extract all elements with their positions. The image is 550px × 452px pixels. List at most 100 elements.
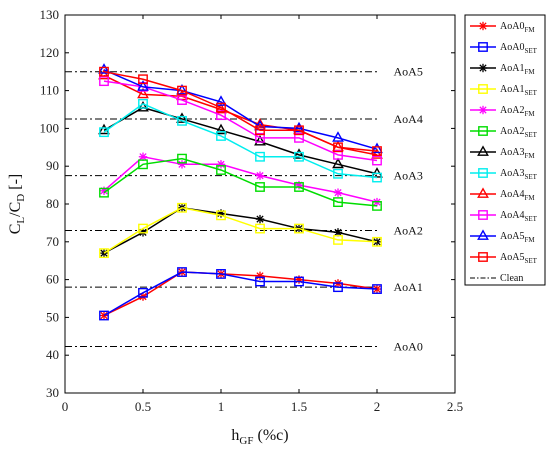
data-point [333,197,343,208]
y-tick-label: 70 [46,234,59,249]
x-tick-label: 0 [62,399,69,414]
legend-swatch-marker [477,145,489,156]
data-point [294,276,304,287]
data-point [294,132,304,143]
legend-entry: AoA4FM [470,187,535,202]
marker-stroke [139,153,147,161]
legend-swatch-marker [478,42,488,52]
data-point [177,85,187,96]
data-point [99,310,109,321]
y-axis-title: CL/CD [-] [7,174,27,234]
series-aoa5-set [99,66,382,156]
data-point [216,269,226,279]
data-point [176,112,188,123]
data-point [372,172,382,183]
marker-stroke [479,64,487,72]
data-point [255,171,265,180]
data-point [138,152,148,161]
legend-label: AoA3FM [500,147,535,160]
y-tick-label: 80 [46,196,59,211]
data-point [255,132,265,143]
data-point [255,271,265,281]
clean-line-label: AoA4 [394,112,423,126]
legend-entry: AoA1FM [470,63,535,76]
marker-stroke [479,22,487,30]
data-point [177,160,187,169]
marker-stroke [334,189,342,197]
data-point [333,228,343,237]
legend-swatch-marker [478,210,488,220]
y-tick-label: 120 [40,45,60,60]
data-point [372,200,382,211]
data-point [138,98,148,109]
clean-line-label: AoA1 [394,280,423,294]
legend-label: AoA4SET [500,210,538,223]
data-point [333,235,343,245]
data-point [255,182,265,192]
y-tick-label: 50 [46,309,59,324]
data-point [333,188,343,197]
data-point [254,117,266,129]
data-point [293,148,305,159]
data-point [177,153,187,164]
y-tick-label: 30 [46,385,59,400]
data-point [372,236,382,247]
series-line [103,206,378,254]
data-point [138,287,148,298]
data-point [177,202,187,213]
legend-label: AoA2SET [500,126,538,139]
data-point [99,66,109,77]
legend-swatch-marker [478,252,488,262]
data-point [371,142,383,154]
x-tick-label: 2.5 [447,399,463,414]
data-point [294,223,304,234]
data-point [138,74,148,85]
y-tick-label: 100 [40,120,60,135]
data-point [177,95,187,105]
data-point [254,134,266,146]
x-tick-label: 1 [218,399,225,414]
series-line [103,69,378,150]
legend-box [464,14,546,286]
series-aoa1-set [99,202,382,259]
legend-label: AoA4FM [500,189,535,202]
data-point [372,284,382,294]
legend-items: AoA0FM AoA0SET AoA1FM AoA1SET AoA2FM AoA2SET A… [470,21,538,284]
data-point [294,125,304,136]
data-point [99,187,109,198]
series-aoa3-set [99,98,382,183]
legend-label: AoA2FM [500,105,535,118]
data-point [216,110,226,121]
legend-label: AoA0FM [500,21,535,34]
series-line [103,271,378,317]
series-line [103,157,378,207]
legend-entry: AoA0FM [470,21,535,34]
series-line [103,102,378,179]
marker-stroke [256,172,264,180]
data-point [332,131,344,142]
clean-reference-lines: AoA0 AoA1 AoA2 AoA3 AoA4 AoA5 [65,65,423,354]
marker-stroke [334,228,342,236]
legend-swatch-marker [477,187,489,198]
data-point [216,210,226,221]
data-point [177,267,187,277]
data-point [216,102,226,113]
data-point [138,159,148,170]
clean-line-label: AoA0 [394,340,423,354]
data-point [371,148,383,159]
data-point [137,80,149,91]
data-point [177,115,187,126]
data-point [216,131,226,141]
y-tick-label: 90 [46,158,59,173]
data-point [255,223,265,234]
data-point [332,157,344,169]
series-line [103,80,378,162]
legend-swatch-marker [478,126,488,136]
series-line [103,155,378,203]
data-point [255,276,265,287]
data-point [333,168,343,179]
x-tick-label: 1.5 [291,399,307,414]
data-point [333,282,343,293]
